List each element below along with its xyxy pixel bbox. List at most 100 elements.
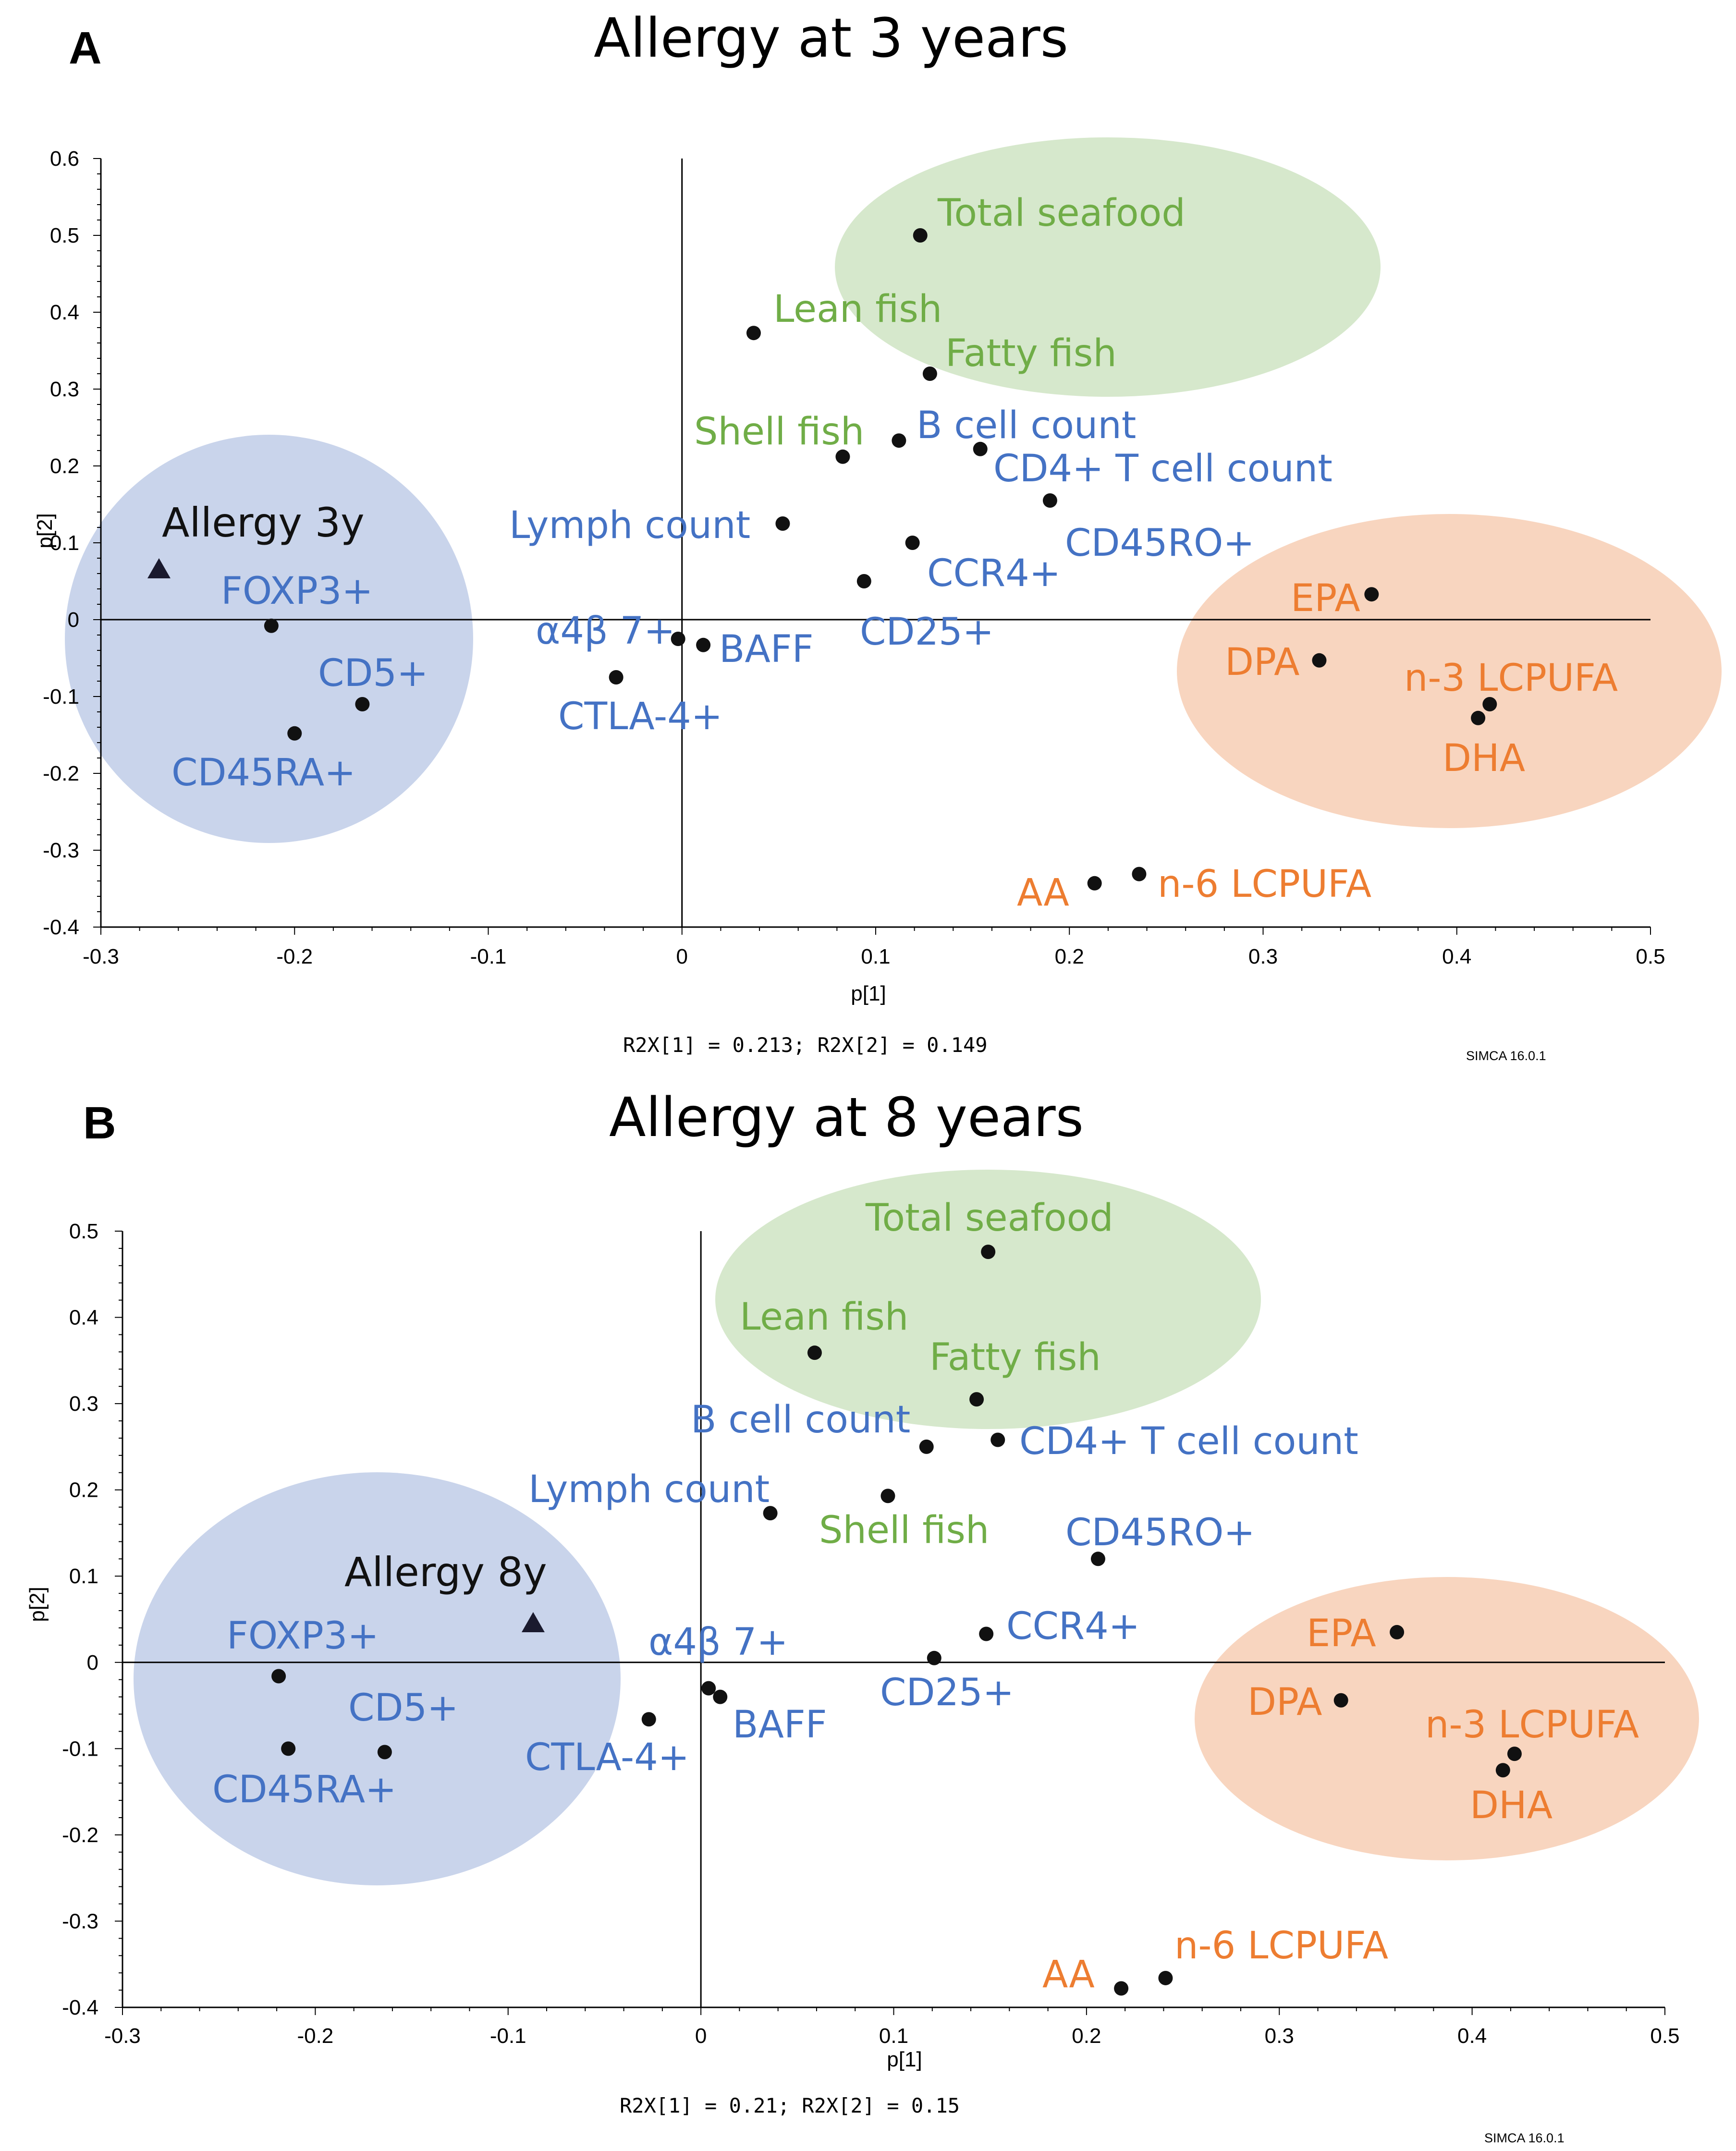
y-tick-label: 0.5	[50, 224, 79, 247]
point-label: CD45RO+	[1065, 1511, 1255, 1554]
response-label: Allergy 3y	[162, 499, 365, 546]
panel-title: Allergy at 8 years	[609, 1087, 1084, 1149]
scatter-point	[1471, 710, 1486, 725]
scatter-point	[1364, 587, 1379, 602]
y-tick-label: 0.2	[50, 454, 79, 478]
scatter-point	[775, 516, 790, 531]
y-tick-label: 0.1	[50, 531, 79, 555]
scatter-point	[892, 433, 906, 448]
scatter-point	[913, 228, 928, 243]
x-tick-label: 0.4	[1442, 945, 1471, 968]
point-label: EPA	[1307, 1612, 1376, 1655]
point-label: CD5+	[318, 652, 428, 695]
point-label: CD45RO+	[1065, 522, 1255, 565]
point-label: DPA	[1225, 641, 1299, 684]
scatter-point	[701, 1681, 716, 1696]
y-tick-label: -0.1	[43, 685, 79, 709]
scatter-point	[880, 1489, 895, 1503]
scatter-point	[979, 1626, 994, 1641]
panel-letter: A	[69, 23, 102, 73]
y-tick-label: -0.4	[43, 916, 79, 939]
y-axis-label: p[2]	[33, 513, 57, 548]
axes: -0.3 -0.2 -0.1 0 0.1 0.2 0.3 0.4 0.5 0.5 0.4 0.3 0.2…	[62, 1220, 1679, 2048]
response-marker	[521, 1612, 545, 1632]
point-label: FOXP3+	[221, 570, 373, 613]
scatter-point	[856, 574, 871, 588]
x-tick-label: -0.2	[276, 945, 313, 968]
r2x-summary: R2X[1] = 0.213; R2X[2] = 0.149	[623, 1033, 988, 1057]
scatter-point	[641, 1712, 656, 1727]
point-label: Lymph count	[509, 504, 750, 547]
y-tick-label: 0.2	[69, 1479, 98, 1502]
scatter-point	[1114, 1981, 1129, 1996]
point-label: EPA	[1291, 577, 1360, 620]
point-label: B cell count	[691, 1398, 910, 1442]
x-tick-label: -0.2	[297, 2024, 333, 2048]
x-tick-label: 0.2	[1055, 945, 1084, 968]
point-label: BAFF	[719, 628, 814, 671]
point-label: Lean fish	[740, 1295, 908, 1339]
point-label: CCR4+	[927, 552, 1061, 595]
scatter-point	[905, 536, 920, 550]
point-label: n-6 LCPUFA	[1158, 863, 1371, 906]
scatter-point	[355, 697, 370, 711]
scatter-point	[1087, 876, 1102, 891]
scatter-point	[696, 637, 711, 652]
scatter-point	[763, 1506, 778, 1521]
point-label: Fatty fish	[929, 1336, 1101, 1379]
y-axis-label: p[2]	[25, 1587, 49, 1622]
scatter-point	[1042, 493, 1057, 508]
x-tick-label: 0	[695, 2024, 707, 2048]
fatty-acid-cluster-ellipse	[1195, 1577, 1699, 1860]
point-label: α4β 7+	[536, 610, 675, 653]
point-label: CD25+	[880, 1671, 1014, 1714]
scatter-point	[377, 1745, 392, 1760]
point-label: CD4+ T cell count	[1019, 1420, 1358, 1463]
scatter-points: Total seafood Lean fish Fatty fish Shell…	[212, 1197, 1639, 1996]
point-label: DPA	[1247, 1681, 1322, 1724]
point-label: CD4+ T cell count	[993, 447, 1333, 490]
x-tick-label: -0.1	[470, 945, 507, 968]
point-label: AA	[1017, 871, 1069, 915]
scatter-point	[713, 1689, 728, 1704]
x-axis-label: p[1]	[851, 982, 886, 1005]
scatter-point	[990, 1432, 1005, 1447]
point-label: Total seafood	[865, 1197, 1113, 1240]
x-axis-label: p[1]	[887, 2048, 922, 2071]
seafood-cluster-ellipse	[715, 1170, 1261, 1429]
point-label: DHA	[1443, 737, 1525, 780]
scatter-point	[835, 449, 850, 464]
r2x-summary: R2X[1] = 0.21; R2X[2] = 0.15	[620, 2094, 960, 2117]
scatter-point	[1090, 1552, 1105, 1566]
scatter-point	[281, 1741, 296, 1756]
x-tick-label: 0.1	[861, 945, 890, 968]
scatter-point	[287, 726, 302, 741]
response-variable: Allergy 3y	[147, 499, 365, 578]
x-tick-label: -0.3	[104, 2024, 141, 2048]
point-label: n-6 LCPUFA	[1174, 1924, 1388, 1968]
scatter-point	[746, 326, 761, 341]
response-marker	[147, 558, 171, 578]
point-label: FOXP3+	[227, 1614, 379, 1658]
x-tick-label: 0.4	[1457, 2024, 1487, 2048]
y-tick-label: 0.4	[50, 301, 79, 324]
scatter-point	[807, 1345, 822, 1360]
axes: -0.3 -0.2 -0.1 0 0.1 0.2 0.3 0.4 0.5 0.6 0.5 0.4 0.3…	[43, 147, 1665, 968]
point-label: Total seafood	[937, 192, 1186, 235]
point-label: Shell fish	[819, 1509, 989, 1552]
point-label: CCR4+	[1006, 1605, 1140, 1648]
response-variable: Allergy 8y	[344, 1549, 547, 1632]
software-version: SIMCA 16.0.1	[1466, 1049, 1546, 1063]
scatter-point	[1132, 867, 1147, 881]
x-tick-label: 0	[676, 945, 688, 968]
y-tick-label: -0.3	[62, 1909, 98, 1933]
panel-title: Allergy at 3 years	[594, 7, 1068, 70]
point-label: CTLA-4+	[558, 695, 722, 738]
scatter-points: Total seafood Lean fish Fatty fish Shell…	[171, 192, 1618, 915]
software-version: SIMCA 16.0.1	[1484, 2131, 1565, 2145]
response-label: Allergy 8y	[344, 1549, 547, 1596]
y-tick-label: -0.2	[43, 762, 79, 785]
fatty-acid-cluster-ellipse	[1177, 514, 1722, 828]
point-label: B cell count	[917, 404, 1136, 447]
scatter-point	[1333, 1693, 1348, 1708]
